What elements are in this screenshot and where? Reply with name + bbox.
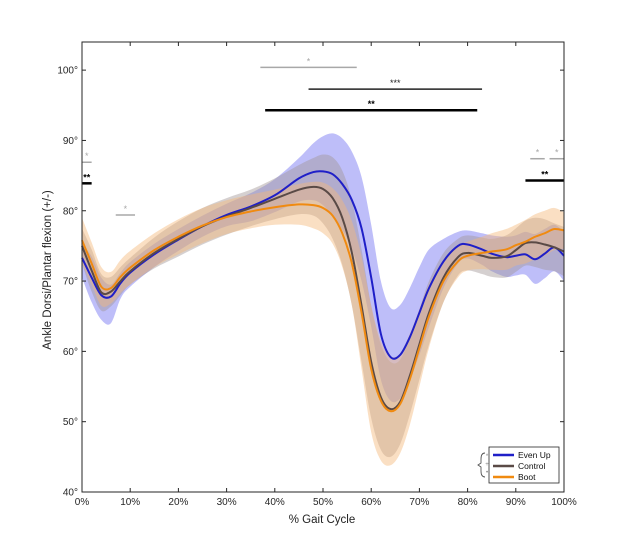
- y-tick-label-2: 60°: [63, 347, 78, 358]
- significance-label-5: *: [124, 204, 128, 214]
- significance-label-8: **: [541, 170, 549, 180]
- legend-brace: [477, 452, 486, 478]
- legend-marker-1: +: [485, 462, 489, 468]
- y-tick-label-6: 100°: [57, 66, 78, 77]
- x-tick-label-3: 30%: [217, 497, 237, 508]
- x-tick-label-1: 10%: [120, 497, 140, 508]
- legend-label-even-up: Even Up: [518, 450, 551, 460]
- series-line-control: [81, 185, 565, 411]
- legend-label-control: Control: [518, 461, 546, 471]
- confidence-bands: [82, 133, 564, 466]
- x-axis-label: % Gait Cycle: [289, 514, 355, 526]
- significance-label-3: *: [85, 151, 89, 161]
- y-tick-label-3: 70°: [63, 277, 78, 288]
- legend-marker-0: *: [486, 454, 489, 460]
- band-boot: [82, 181, 564, 466]
- x-tick-label-7: 70%: [409, 497, 429, 508]
- legend-label-boot: Boot: [518, 472, 536, 482]
- x-tick-label-9: 90%: [506, 497, 526, 508]
- x-tick-label-5: 50%: [313, 497, 333, 508]
- x-tick-label-4: 40%: [265, 497, 285, 508]
- x-tick-label-6: 60%: [361, 497, 381, 508]
- y-tick-label-1: 50°: [63, 417, 78, 428]
- significance-label-7: *: [555, 148, 559, 158]
- x-tick-label-2: 20%: [168, 497, 188, 508]
- y-axis-label: Ankle Dorsi/Plantar flexion (+/-): [42, 190, 54, 350]
- significance-bars: *********** ***: [82, 56, 564, 216]
- axes: 0% 10% 20% 30% 40% 50% 60% 70% 80% 90% 100% 40° 50° 6…: [57, 41, 577, 508]
- y-tick-label-5: 90°: [63, 136, 78, 147]
- y-tick-label-4: 80°: [63, 206, 78, 217]
- series-line-boot: [81, 203, 565, 413]
- x-tick-label-10: 100%: [551, 497, 577, 508]
- y-tick-label-0: 40°: [63, 488, 78, 499]
- significance-label-2: **: [368, 99, 376, 109]
- significance-label-4: **: [83, 172, 91, 182]
- significance-label-0: *: [307, 56, 311, 66]
- significance-label-1: ***: [390, 78, 401, 88]
- legend-marker-2: •: [486, 470, 488, 476]
- x-tick-label-0: 0%: [75, 497, 90, 508]
- band-control: [82, 154, 564, 458]
- significance-label-6: *: [536, 148, 540, 158]
- series-lines: [81, 170, 565, 413]
- x-tick-label-8: 80%: [458, 497, 478, 508]
- band-even-up: [82, 133, 564, 403]
